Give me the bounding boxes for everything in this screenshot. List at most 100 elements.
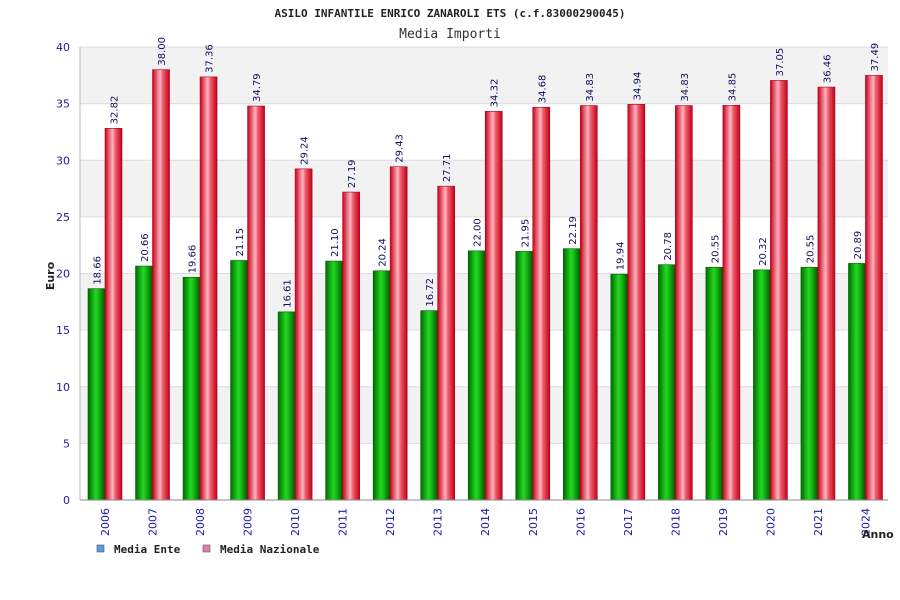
bar-media-nazionale: [770, 80, 788, 501]
data-label-media-ente: 20.55: [805, 235, 816, 264]
data-label-media-ente: 19.66: [188, 245, 199, 274]
bar-media-nazionale: [152, 69, 170, 501]
data-label-media-nazionale: 37.49: [870, 43, 881, 72]
bar-media-nazionale: [437, 185, 456, 501]
data-label-media-ente: 20.89: [853, 231, 864, 260]
y-tick-label: 5: [63, 437, 70, 450]
data-label-media-nazionale: 34.32: [490, 79, 501, 108]
bar-media-nazionale: [104, 128, 123, 501]
data-label-media-nazionale: 32.82: [110, 96, 121, 125]
y-tick-label: 40: [56, 41, 70, 54]
bar-media-nazionale: [342, 191, 360, 501]
legend-label-media-nazionale: Media Nazionale: [220, 543, 320, 556]
x-axis-ticks: 2006 2007 2008 2009 2010 2011 2012 2013 2014 2015…: [99, 508, 872, 536]
data-label-media-nazionale: 27.19: [347, 159, 358, 188]
data-label-media-nazionale: 34.68: [537, 75, 548, 104]
x-tick-label: 2010: [289, 508, 302, 536]
data-label-media-ente: 20.32: [758, 237, 769, 266]
data-label-media-ente: 22.00: [473, 218, 484, 247]
bar-media-ente: [562, 248, 581, 501]
x-tick-label: 2009: [242, 508, 255, 536]
data-label-media-nazionale: 29.24: [300, 136, 311, 165]
x-tick-label: 2024: [859, 508, 872, 536]
bar-media-ente: [800, 266, 819, 501]
x-tick-label: 2008: [194, 508, 207, 536]
bar-media-ente: [182, 277, 201, 501]
data-label-media-nazionale: 34.94: [632, 72, 643, 101]
data-label-media-nazionale: 27.71: [442, 154, 453, 183]
y-axis-label: Euro: [44, 261, 57, 290]
bar-media-ente: [467, 250, 486, 501]
bar-media-nazionale: [817, 86, 836, 501]
bar-media-nazionale: [675, 105, 693, 501]
data-label-media-ente: 21.95: [520, 219, 531, 248]
bar-media-ente: [705, 266, 724, 501]
bar-media-ente: [610, 273, 629, 501]
x-tick-label: 2006: [99, 508, 112, 536]
data-label-media-nazionale: 38.00: [157, 37, 168, 66]
data-label-media-ente: 16.61: [283, 279, 294, 308]
data-label-media-nazionale: 34.85: [727, 73, 738, 102]
chart-title: ASILO INFANTILE ENRICO ZANAROLI ETS (c.f…: [275, 7, 626, 20]
data-label-media-nazionale: 37.05: [775, 48, 786, 77]
bar-media-nazionale: [294, 168, 313, 501]
chart-subtitle: Media Importi: [399, 27, 501, 42]
bar-media-nazionale: [865, 75, 883, 501]
bar-media-ente: [135, 265, 153, 501]
y-tick-label: 30: [56, 154, 70, 167]
legend-swatch-media-ente: [96, 544, 105, 553]
bar-media-nazionale: [532, 106, 551, 501]
bar-media-nazionale: [722, 105, 741, 501]
data-label-media-nazionale: 34.83: [680, 73, 691, 102]
data-label-media-nazionale: 34.79: [252, 73, 263, 102]
x-tick-label: 2020: [764, 508, 777, 536]
bar-media-ente: [658, 264, 676, 501]
x-tick-label: 2013: [432, 508, 445, 536]
y-tick-label: 25: [56, 211, 70, 224]
bar-media-ente: [277, 311, 296, 501]
x-tick-label: 2011: [337, 508, 350, 536]
x-tick-label: 2012: [384, 508, 397, 536]
data-label-media-nazionale: 34.83: [585, 73, 596, 102]
data-label-media-ente: 20.78: [663, 232, 674, 261]
bar-media-ente: [87, 288, 106, 501]
y-tick-label: 35: [56, 98, 70, 111]
data-label-media-ente: 21.15: [235, 228, 246, 257]
y-axis-ticks: 0 5 10 15 20 25 30 35 40: [56, 41, 70, 507]
bar-media-nazionale: [247, 105, 265, 501]
x-axis-label: Anno: [862, 528, 894, 541]
data-label-media-nazionale: 29.43: [395, 134, 406, 163]
legend-label-media-ente: Media Ente: [114, 543, 181, 556]
legend-swatch-media-nazionale: [202, 544, 211, 553]
data-label-media-ente: 16.72: [425, 278, 436, 307]
x-tick-label: 2007: [147, 508, 160, 536]
y-tick-label: 15: [56, 324, 70, 337]
y-tick-label: 20: [56, 268, 70, 281]
x-tick-label: 2018: [669, 508, 682, 536]
bar-media-nazionale: [389, 166, 408, 501]
x-tick-label: 2015: [527, 508, 540, 536]
bar-media-nazionale: [484, 111, 503, 501]
data-label-media-ente: 22.19: [568, 216, 579, 245]
data-label-media-nazionale: 37.36: [205, 44, 216, 73]
data-label-media-ente: 21.10: [330, 228, 341, 257]
bar-media-nazionale: [627, 104, 646, 501]
bar-media-ente: [420, 310, 439, 501]
data-label-media-ente: 20.24: [378, 238, 389, 267]
x-tick-label: 2019: [717, 508, 730, 536]
y-tick-label: 10: [56, 381, 70, 394]
data-label-media-nazionale: 36.46: [822, 54, 833, 83]
bar-media-ente: [230, 260, 248, 501]
bar-media-ente: [848, 263, 866, 501]
bar-media-ente: [753, 269, 771, 501]
x-tick-label: 2016: [574, 508, 587, 536]
legend: Media Ente Media Nazionale: [96, 543, 320, 556]
data-label-media-ente: 20.55: [710, 235, 721, 264]
bar-media-nazionale: [199, 76, 218, 501]
bars: [87, 69, 883, 501]
data-label-media-ente: 20.66: [140, 233, 151, 262]
bar-media-ente: [325, 260, 343, 501]
bar-media-nazionale: [579, 105, 598, 501]
bar-media-ente: [372, 270, 391, 501]
